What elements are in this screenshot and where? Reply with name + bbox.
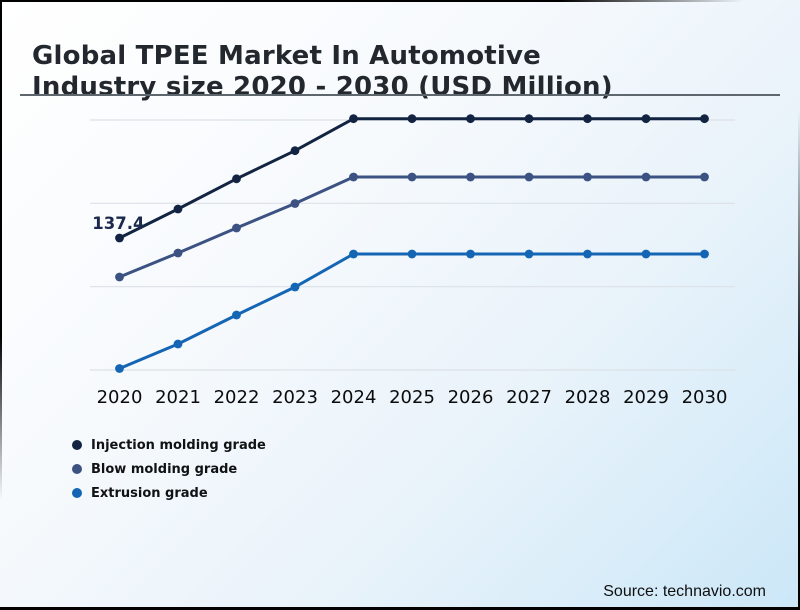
legend-bullet-icon (72, 464, 82, 474)
x-axis-label: 2020 (97, 387, 143, 408)
legend-bullet-icon (72, 488, 82, 498)
data-point-injection-molding-grade (173, 204, 183, 214)
data-point-injection-molding-grade (290, 146, 300, 156)
data-point-injection-molding-grade (700, 114, 709, 124)
data-point-blow-molding-grade (349, 172, 358, 182)
legend-label: Extrusion grade (91, 485, 208, 501)
x-axis-label: 2021 (155, 387, 201, 408)
x-axis-label: 2028 (565, 387, 611, 408)
data-point-injection-molding-grade (641, 114, 651, 124)
data-point-blow-molding-grade (641, 172, 651, 182)
data-point-blow-molding-grade (466, 172, 475, 182)
data-point-blow-molding-grade (407, 172, 417, 182)
data-point-extrusion-grade (700, 249, 709, 259)
title-divider (20, 94, 780, 96)
data-point-injection-molding-grade (407, 114, 417, 124)
legend-label: Blow molding grade (91, 461, 238, 477)
legend-item-extrusion-grade: Extrusion grade (72, 481, 266, 505)
data-point-extrusion-grade (583, 249, 592, 259)
data-point-injection-molding-grade (349, 114, 358, 124)
data-point-injection-molding-grade (583, 114, 592, 124)
x-axis-label: 2027 (506, 387, 552, 408)
data-point-injection-molding-grade (466, 114, 475, 124)
data-point-blow-molding-grade (290, 199, 300, 208)
data-point-blow-molding-grade (700, 172, 709, 182)
data-point-blow-molding-grade (173, 248, 183, 258)
legend-label: Injection molding grade (91, 437, 266, 453)
data-point-extrusion-grade (466, 249, 475, 259)
x-axis-label: 2025 (389, 387, 435, 408)
legend-item-injection-molding-grade: Injection molding grade (72, 433, 266, 457)
x-axis-label: 2023 (272, 387, 318, 408)
data-point-injection-molding-grade (524, 114, 534, 124)
page-title: Global TPEE Market In Automotive Industr… (32, 41, 752, 103)
source-credit: Source: technavio.com (603, 583, 766, 600)
title-line-1: Global TPEE Market In Automotive (32, 41, 541, 72)
data-point-extrusion-grade (290, 282, 300, 292)
data-point-extrusion-grade (115, 364, 124, 373)
title-line-2: Industry size 2020 - 2030 (USD Million) (32, 72, 613, 103)
x-axis-label: 2029 (623, 387, 669, 408)
data-point-blow-molding-grade (232, 223, 241, 233)
frame-border-top (0, 0, 800, 2)
series-line-blow-molding-grade (118, 175, 705, 279)
data-point-blow-molding-grade (115, 272, 124, 282)
data-point-extrusion-grade (232, 310, 241, 320)
legend-item-blow-molding-grade: Blow molding grade (72, 457, 266, 481)
data-point-injection-molding-grade (232, 174, 241, 184)
data-point-extrusion-grade (349, 249, 358, 259)
data-point-extrusion-grade (173, 339, 183, 349)
chart-legend: Injection molding grade Blow molding grad… (72, 433, 266, 505)
data-point-injection-molding-grade (115, 233, 124, 243)
value-annotation: 137.4 (92, 214, 144, 233)
series-line-extrusion-grade (118, 252, 705, 370)
line-chart: 2020 2021 2022 2023 2024 2025 2026 2027 2028 2029… (90, 114, 735, 408)
x-axis-label: 2026 (448, 387, 494, 408)
data-point-blow-molding-grade (524, 172, 534, 182)
x-axis-label: 2030 (682, 387, 728, 408)
data-point-extrusion-grade (407, 249, 417, 259)
x-axis-label: 2024 (331, 387, 377, 408)
data-point-extrusion-grade (641, 249, 651, 259)
data-point-blow-molding-grade (583, 172, 592, 182)
legend-bullet-icon (72, 440, 82, 450)
x-axis-label: 2022 (214, 387, 260, 408)
data-point-extrusion-grade (524, 249, 534, 259)
